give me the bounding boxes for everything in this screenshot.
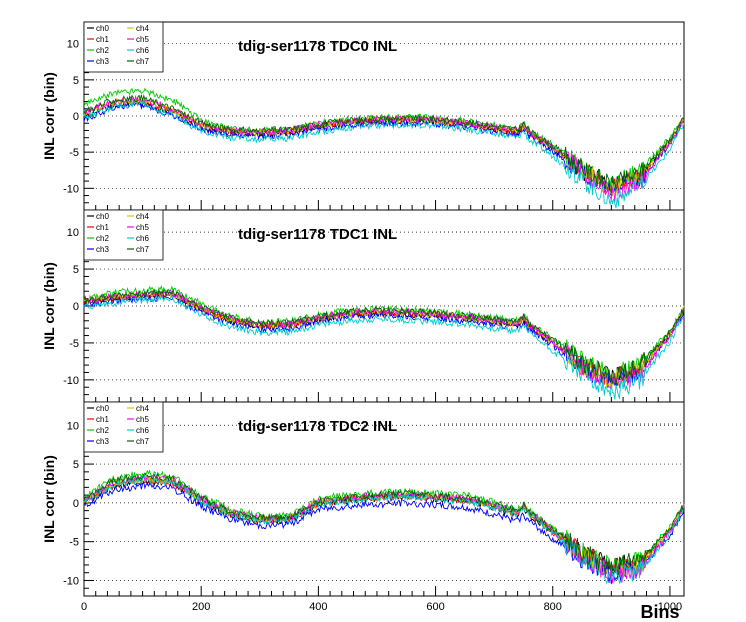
legend-label: ch0: [96, 212, 109, 221]
y-tick-label: -5: [69, 147, 79, 159]
y-tick-label: -10: [63, 575, 79, 587]
panel-title: tdig-ser1178 TDC2 INL: [238, 418, 397, 435]
legend-label: ch7: [136, 245, 149, 254]
x-tick-label: 200: [192, 601, 210, 613]
legend-label: ch2: [96, 426, 109, 435]
legend-label: ch1: [96, 223, 109, 232]
legend-label: ch3: [96, 437, 109, 446]
plot-frame: [83, 401, 685, 597]
legend: ch0 ch1 ch2 ch3 ch4 ch5 ch6 ch7: [83, 401, 164, 453]
y-tick-label: 10: [67, 39, 79, 51]
legend-label: ch6: [136, 234, 149, 243]
series-ch7: [83, 472, 685, 575]
y-tick-label: 5: [73, 75, 79, 87]
legend: ch0 ch1 ch2 ch3 ch4 ch5 ch6 ch7: [83, 209, 164, 261]
y-tick-label: -10: [63, 375, 79, 387]
y-axis-title: INL corr (bin): [41, 262, 57, 350]
x-tick-label: 400: [309, 601, 327, 613]
x-tick-label: 0: [81, 601, 87, 613]
legend-label: ch3: [96, 245, 109, 254]
y-tick-label: -5: [69, 537, 79, 549]
y-tick-label: 10: [67, 420, 79, 432]
panel-title: tdig-ser1178 TDC0 INL: [238, 38, 397, 55]
legend-label: ch5: [136, 415, 149, 424]
legend-label: ch6: [136, 46, 149, 55]
y-axis-title: INL corr (bin): [41, 455, 57, 543]
y-axis-title: INL corr (bin): [41, 72, 57, 160]
y-tick-label: 5: [73, 459, 79, 471]
legend: ch0 ch1 ch2 ch3 ch4 ch5 ch6 ch7: [83, 21, 164, 73]
legend-label: ch5: [136, 35, 149, 44]
legend-label: ch4: [136, 212, 149, 221]
y-tick-label: 0: [73, 498, 79, 510]
series-ch6: [83, 100, 685, 209]
y-tick-label: -5: [69, 338, 79, 350]
y-tick-label: 0: [73, 301, 79, 313]
y-tick-label: 5: [73, 264, 79, 276]
series-ch7: [83, 93, 685, 194]
x-axis-title: Bins: [640, 602, 679, 622]
legend-label: ch2: [96, 46, 109, 55]
legend-box: [83, 209, 164, 261]
legend-box: [83, 21, 164, 73]
legend-label: ch0: [96, 24, 109, 33]
legend-label: ch1: [96, 415, 109, 424]
legend-label: ch7: [136, 57, 149, 66]
legend-box: [83, 401, 164, 453]
legend-label: ch2: [96, 234, 109, 243]
x-tick-label: 600: [426, 601, 444, 613]
y-tick-label: 10: [67, 227, 79, 239]
panel-2: 10 5 0 -5 -10 0 200 400 600 800 1000 INL corr (bin)…: [41, 401, 685, 613]
x-tick-label: 800: [544, 601, 562, 613]
legend-label: ch4: [136, 404, 149, 413]
y-tick-label: -10: [63, 183, 79, 195]
series-ch7: [83, 288, 685, 385]
legend-label: ch1: [96, 35, 109, 44]
panel-title: tdig-ser1178 TDC1 INL: [238, 226, 397, 243]
legend-label: ch6: [136, 426, 149, 435]
legend-label: ch3: [96, 57, 109, 66]
legend-label: ch4: [136, 24, 149, 33]
x-tick-label: 1000: [658, 601, 682, 613]
legend-label: ch0: [96, 404, 109, 413]
legend-label: ch5: [136, 223, 149, 232]
legend-label: ch7: [136, 437, 149, 446]
y-tick-label: 0: [73, 111, 79, 123]
